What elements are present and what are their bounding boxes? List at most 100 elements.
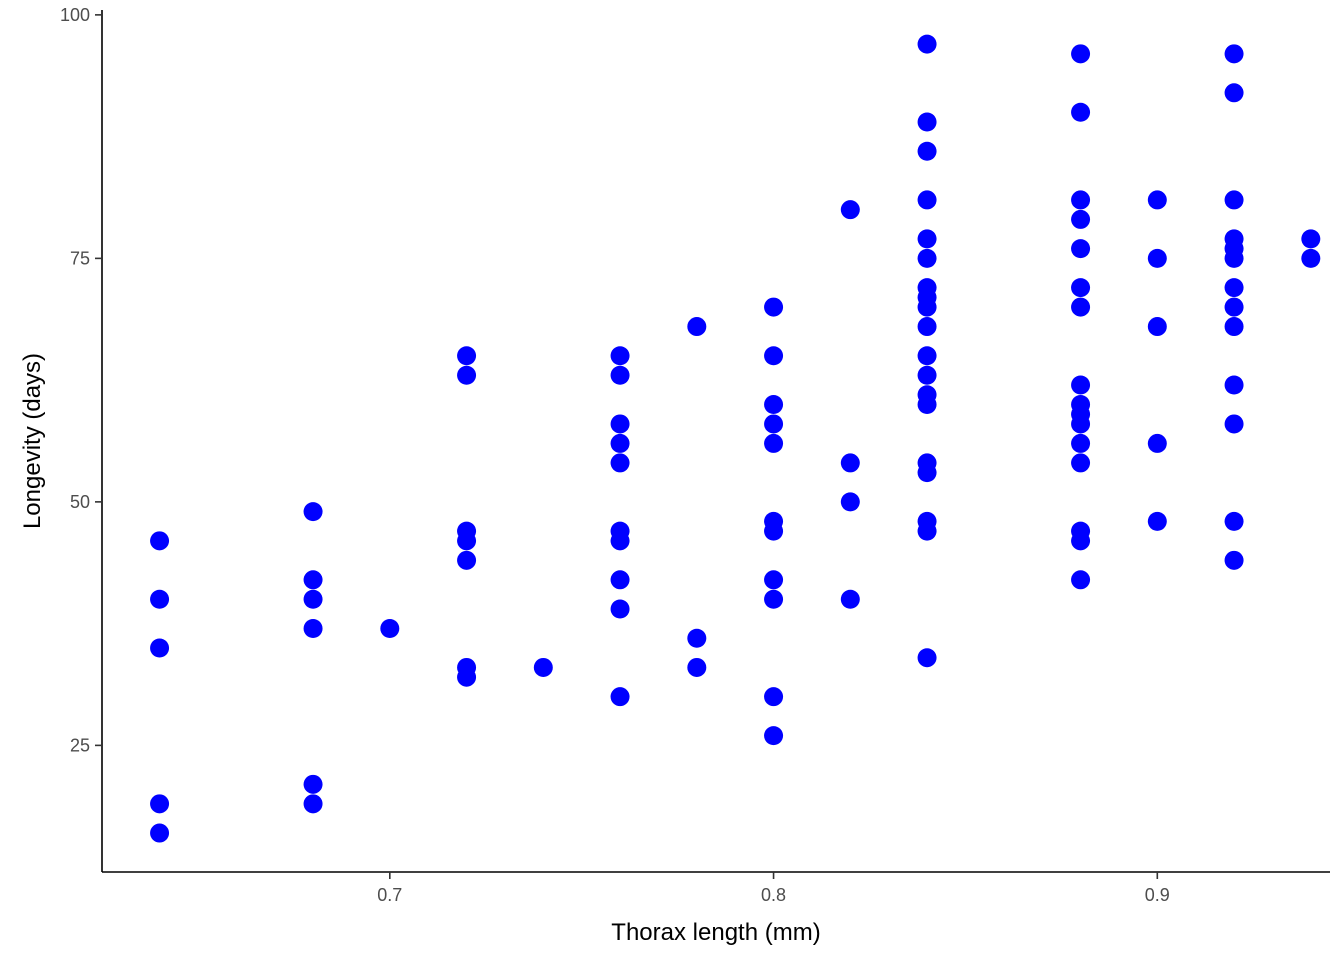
data-point: [917, 394, 937, 414]
data-point: [917, 365, 937, 385]
data-point: [917, 248, 937, 268]
data-point: [1224, 375, 1244, 395]
data-point: [380, 618, 400, 638]
data-point: [1147, 317, 1167, 337]
data-point: [917, 346, 937, 366]
y-axis-ticks: 25 50 75 100: [60, 5, 102, 755]
data-point: [457, 346, 477, 366]
data-point: [457, 550, 477, 570]
data-point: [917, 317, 937, 337]
data-point: [917, 521, 937, 541]
data-point: [1301, 229, 1321, 249]
data-point: [610, 414, 630, 434]
data-point: [610, 570, 630, 590]
data-point: [917, 229, 937, 249]
data-point: [1071, 453, 1091, 473]
y-tick-label: 50: [70, 492, 90, 512]
x-tick-label: 0.7: [377, 885, 402, 905]
data-point: [610, 531, 630, 551]
data-point: [917, 112, 937, 132]
data-point: [610, 433, 630, 453]
data-point: [1224, 317, 1244, 337]
data-point: [610, 453, 630, 473]
data-point: [1071, 414, 1091, 434]
data-point: [917, 141, 937, 161]
data-point: [303, 570, 323, 590]
data-point: [917, 297, 937, 317]
data-point: [764, 297, 784, 317]
data-point: [1224, 83, 1244, 103]
data-point: [303, 774, 323, 794]
y-axis-title: Longevity (days): [19, 353, 46, 529]
data-point: [764, 521, 784, 541]
y-tick-label: 75: [70, 248, 90, 268]
data-point: [150, 823, 170, 843]
data-point: [687, 628, 707, 648]
data-point: [150, 638, 170, 658]
data-point: [457, 531, 477, 551]
data-point: [533, 657, 553, 677]
data-point: [1071, 239, 1091, 259]
data-point: [610, 687, 630, 707]
data-point: [1147, 511, 1167, 531]
data-point: [764, 414, 784, 434]
x-axis-title: Thorax length (mm): [611, 919, 820, 946]
data-point: [764, 687, 784, 707]
data-point: [150, 794, 170, 814]
data-point: [1071, 44, 1091, 64]
data-point: [840, 492, 860, 512]
data-point: [610, 365, 630, 385]
data-point: [687, 657, 707, 677]
data-point: [1071, 375, 1091, 395]
data-point: [840, 589, 860, 609]
data-point: [840, 200, 860, 220]
data-point: [303, 589, 323, 609]
data-point: [1071, 433, 1091, 453]
data-point: [764, 589, 784, 609]
data-point: [764, 726, 784, 746]
data-point: [457, 667, 477, 687]
data-point: [1071, 297, 1091, 317]
data-point: [610, 346, 630, 366]
y-tick-label: 100: [60, 5, 90, 25]
data-point: [1071, 278, 1091, 298]
data-point: [917, 34, 937, 54]
data-point: [1224, 511, 1244, 531]
data-point: [1071, 570, 1091, 590]
x-axis-ticks: 0.7 0.8 0.9: [377, 872, 1170, 905]
data-point: [1147, 248, 1167, 268]
data-point: [457, 365, 477, 385]
data-point: [1224, 190, 1244, 210]
data-point: [303, 618, 323, 638]
data-point: [1071, 209, 1091, 229]
points-layer: [150, 34, 1321, 843]
data-point: [1147, 433, 1167, 453]
data-point: [840, 453, 860, 473]
data-point: [917, 190, 937, 210]
data-point: [917, 463, 937, 483]
data-point: [1224, 44, 1244, 64]
y-tick-label: 25: [70, 735, 90, 755]
data-point: [1071, 190, 1091, 210]
data-point: [150, 589, 170, 609]
data-point: [1224, 414, 1244, 434]
data-point: [764, 346, 784, 366]
x-tick-label: 0.9: [1145, 885, 1170, 905]
data-point: [150, 531, 170, 551]
data-point: [1301, 248, 1321, 268]
data-point: [303, 794, 323, 814]
x-tick-label: 0.8: [761, 885, 786, 905]
data-point: [303, 502, 323, 522]
data-point: [1224, 550, 1244, 570]
data-point: [917, 648, 937, 668]
data-point: [764, 433, 784, 453]
data-point: [1224, 297, 1244, 317]
data-point: [1071, 102, 1091, 122]
data-point: [610, 599, 630, 619]
data-point: [1224, 248, 1244, 268]
data-point: [1147, 190, 1167, 210]
data-point: [764, 394, 784, 414]
data-point: [764, 570, 784, 590]
